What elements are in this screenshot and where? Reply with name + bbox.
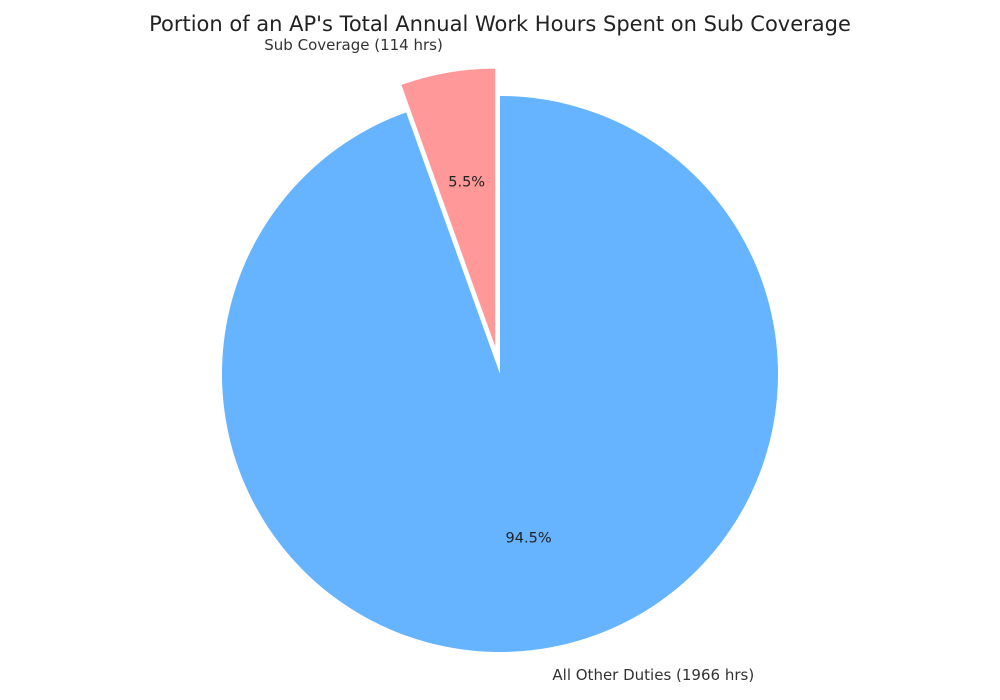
chart-title: Portion of an AP's Total Annual Work Hou… xyxy=(149,12,851,36)
pie-slice-1 xyxy=(222,96,779,652)
slice-label-1: All Other Duties (1966 hrs) xyxy=(552,666,754,684)
pie-slices xyxy=(222,68,779,652)
slice-label-0: Sub Coverage (114 hrs) xyxy=(264,36,443,54)
slice-percent-label-1: 94.5% xyxy=(506,530,552,546)
slice-percent-label-0: 5.5% xyxy=(448,174,485,190)
pie-labels: Sub Coverage (114 hrs) 5.5% All Other Duti… xyxy=(264,36,754,684)
pie-slice-0 xyxy=(401,68,496,347)
